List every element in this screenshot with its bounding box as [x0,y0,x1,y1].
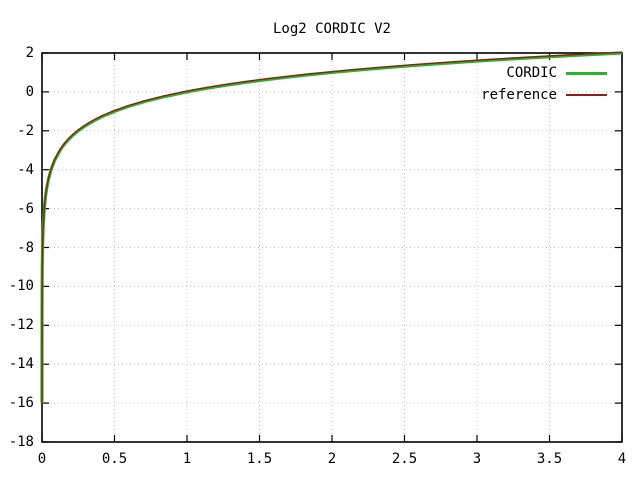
y-tick-label: -18 [8,434,34,450]
y-tick-label: -14 [8,356,34,373]
x-tick-label: 0.5 [101,451,128,467]
x-tick-label: 3.5 [536,451,563,467]
y-tick-label: 0 [25,83,34,100]
x-tick-label: 2 [327,451,337,467]
legend-item-cordic: CORDIC [481,64,607,82]
y-tick-label: -2 [17,122,34,139]
y-tick-label: -10 [8,278,34,295]
y-tick-label: -6 [17,200,34,217]
legend-label-reference: reference [481,87,557,103]
legend-label-cordic: CORDIC [506,65,557,81]
y-tick-label: -8 [17,239,34,256]
legend-item-reference: reference [481,86,607,104]
x-tick-label: 1 [182,451,192,467]
chart-title: Log2 CORDIC V2 [272,21,391,37]
y-tick-label: -12 [8,317,34,334]
legend-line-sample-reference [566,94,607,96]
legend: CORDIC reference [481,64,607,104]
x-tick-label: 0 [37,451,47,467]
legend-line-sample-cordic [566,71,607,75]
x-tick-label: 3 [472,451,482,467]
x-tick-label: 2.5 [391,451,418,467]
x-tick-label: 4 [617,451,627,467]
x-tick-label: 1.5 [246,451,273,467]
y-tick-label: -16 [8,395,34,412]
y-tick-label: -4 [17,161,34,178]
y-tick-label: 2 [25,45,34,61]
